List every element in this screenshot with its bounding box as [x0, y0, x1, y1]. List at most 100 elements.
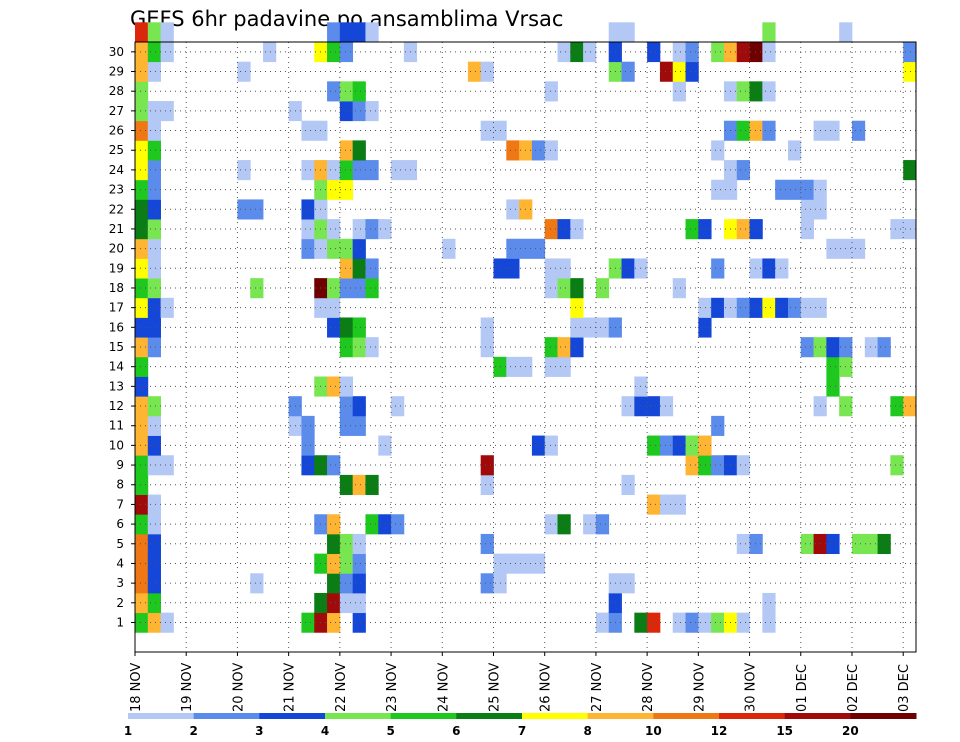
colorbar-label: 15 [776, 724, 793, 738]
heatmap-cell [147, 297, 161, 318]
heatmap-cell [762, 592, 776, 614]
heatmap-cell [698, 612, 712, 633]
heatmap-cell [147, 612, 161, 633]
heatmap-cell [147, 278, 161, 299]
heatmap-cell [327, 592, 341, 614]
heatmap-cell [736, 42, 750, 63]
y-tick-label: 21 [109, 222, 124, 236]
heatmap-cell [595, 514, 610, 535]
heatmap-cell [147, 415, 161, 436]
heatmap-cell [339, 22, 354, 43]
heatmap-cell [864, 337, 878, 358]
y-tick-label: 3 [116, 576, 124, 590]
colorbar-swatch [456, 713, 523, 719]
heatmap-cell [595, 317, 610, 338]
heatmap-cell [570, 42, 584, 63]
heatmap-cell [480, 474, 494, 495]
heatmap-cell [263, 42, 277, 63]
heatmap-cell [800, 219, 814, 240]
heatmap-cell [160, 42, 174, 63]
heatmap-cell [480, 120, 494, 141]
heatmap-cell [339, 140, 354, 161]
y-tick-label: 2 [116, 596, 124, 610]
heatmap-cell [672, 81, 686, 102]
heatmap-cell [327, 455, 341, 476]
heatmap-cell [903, 219, 917, 240]
colorbar-swatch [128, 713, 195, 719]
heatmap-cell [352, 22, 366, 43]
heatmap-cell [749, 533, 763, 555]
heatmap-cell [544, 278, 558, 299]
y-tick-label: 27 [109, 104, 124, 118]
heatmap-cell [544, 356, 558, 377]
heatmap-cell [339, 258, 354, 279]
y-tick-label: 1 [116, 615, 124, 629]
x-tick-label: 02 DEC [846, 664, 861, 712]
heatmap-cell [685, 219, 699, 240]
y-tick-label: 14 [109, 360, 124, 374]
colorbar-label: 6 [452, 724, 460, 738]
heatmap-cell [749, 297, 763, 318]
heatmap-cell [480, 337, 494, 358]
heatmap-cell [135, 415, 149, 436]
heatmap-cell [135, 376, 149, 397]
heatmap-cell [301, 455, 315, 476]
heatmap-cell [736, 120, 750, 141]
heatmap-cell [480, 61, 494, 82]
x-tick-label: 03 DEC [897, 664, 912, 712]
heatmap-cell [352, 160, 366, 181]
heatmap-cell [903, 42, 917, 63]
heatmap-cell [147, 514, 161, 535]
heatmap-cell [775, 297, 789, 318]
heatmap-cell [595, 612, 610, 633]
heatmap-cell [800, 179, 814, 200]
heatmap-cell [890, 396, 904, 417]
colorbar-label: 20 [842, 724, 859, 738]
heatmap-cell [160, 101, 174, 122]
heatmap-cell [685, 61, 699, 82]
heatmap-cell [800, 337, 814, 358]
colorbar-swatch [259, 713, 326, 719]
heatmap-cell [480, 317, 494, 338]
heatmap-cell [672, 435, 686, 456]
heatmap-cell [826, 238, 840, 259]
colorbar-swatch [193, 713, 260, 719]
heatmap-cell [135, 297, 149, 318]
heatmap-cell [672, 61, 686, 82]
heatmap-cell [147, 120, 161, 141]
heatmap-cell [851, 238, 866, 259]
heatmap-cell [621, 22, 635, 43]
heatmap-cell [698, 317, 712, 338]
heatmap-cell [711, 42, 725, 63]
heatmap-cell [135, 42, 149, 63]
heatmap-cell [877, 533, 891, 555]
y-tick-label: 8 [116, 478, 124, 492]
heatmap-cell [339, 81, 354, 102]
heatmap-cell [365, 514, 379, 535]
heatmap-cell [800, 533, 814, 555]
heatmap-cell [327, 238, 341, 259]
heatmap-cell [583, 317, 597, 338]
heatmap-cell [147, 553, 161, 574]
heatmap-cell [570, 337, 584, 358]
heatmap-cell [544, 514, 558, 535]
heatmap-cell [352, 219, 366, 240]
y-tick-label: 17 [109, 301, 124, 315]
heatmap-cell [339, 553, 354, 574]
heatmap-cell [378, 219, 392, 240]
heatmap-cell [698, 219, 712, 240]
heatmap-cell [762, 297, 776, 318]
y-tick-label: 26 [109, 124, 124, 138]
heatmap-cell [647, 42, 661, 63]
heatmap-cell [301, 435, 315, 456]
heatmap-cell [147, 238, 161, 259]
heatmap-cell [135, 455, 149, 476]
heatmap-cell [762, 22, 776, 43]
y-tick-label: 10 [109, 438, 124, 452]
heatmap-cell [365, 219, 379, 240]
heatmap-cell [800, 199, 814, 220]
y-tick-label: 28 [109, 84, 124, 98]
y-tick-label: 5 [116, 537, 124, 551]
heatmap-cell [762, 42, 776, 63]
heatmap-cell [506, 140, 520, 161]
